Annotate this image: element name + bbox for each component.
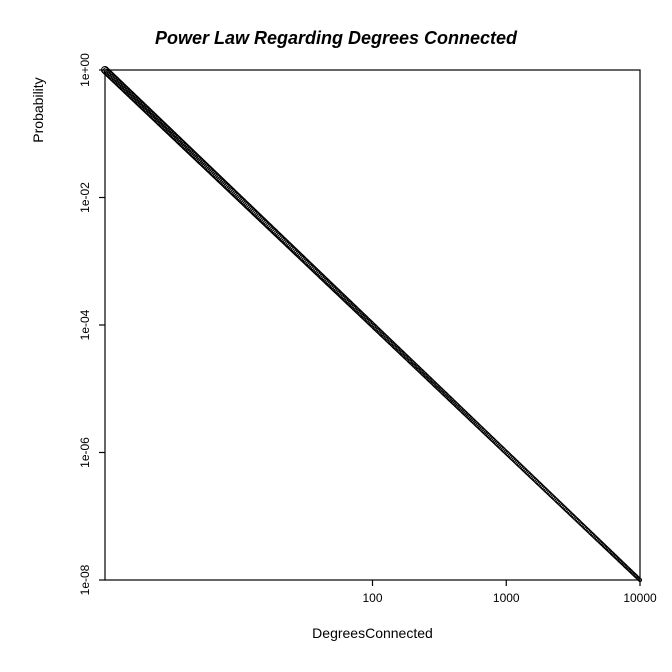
y-tick-label: 1e+00 xyxy=(78,53,92,87)
y-tick-label: 1e-08 xyxy=(78,564,92,595)
y-tick-label: 1e-04 xyxy=(78,309,92,340)
y-tick-label: 1e-06 xyxy=(78,437,92,468)
x-tick-label: 1000 xyxy=(493,591,520,605)
x-tick-label: 100 xyxy=(362,591,382,605)
y-tick-label: 1e-02 xyxy=(78,182,92,213)
plot-svg: 100 1000 10000 1e-08 1e-06 1e-04 1e-02 1e+00 xyxy=(0,0,672,672)
chart-container: Power Law Regarding Degrees Connected De… xyxy=(0,0,672,672)
data-series xyxy=(102,67,642,582)
x-tick-label: 10000 xyxy=(623,591,657,605)
